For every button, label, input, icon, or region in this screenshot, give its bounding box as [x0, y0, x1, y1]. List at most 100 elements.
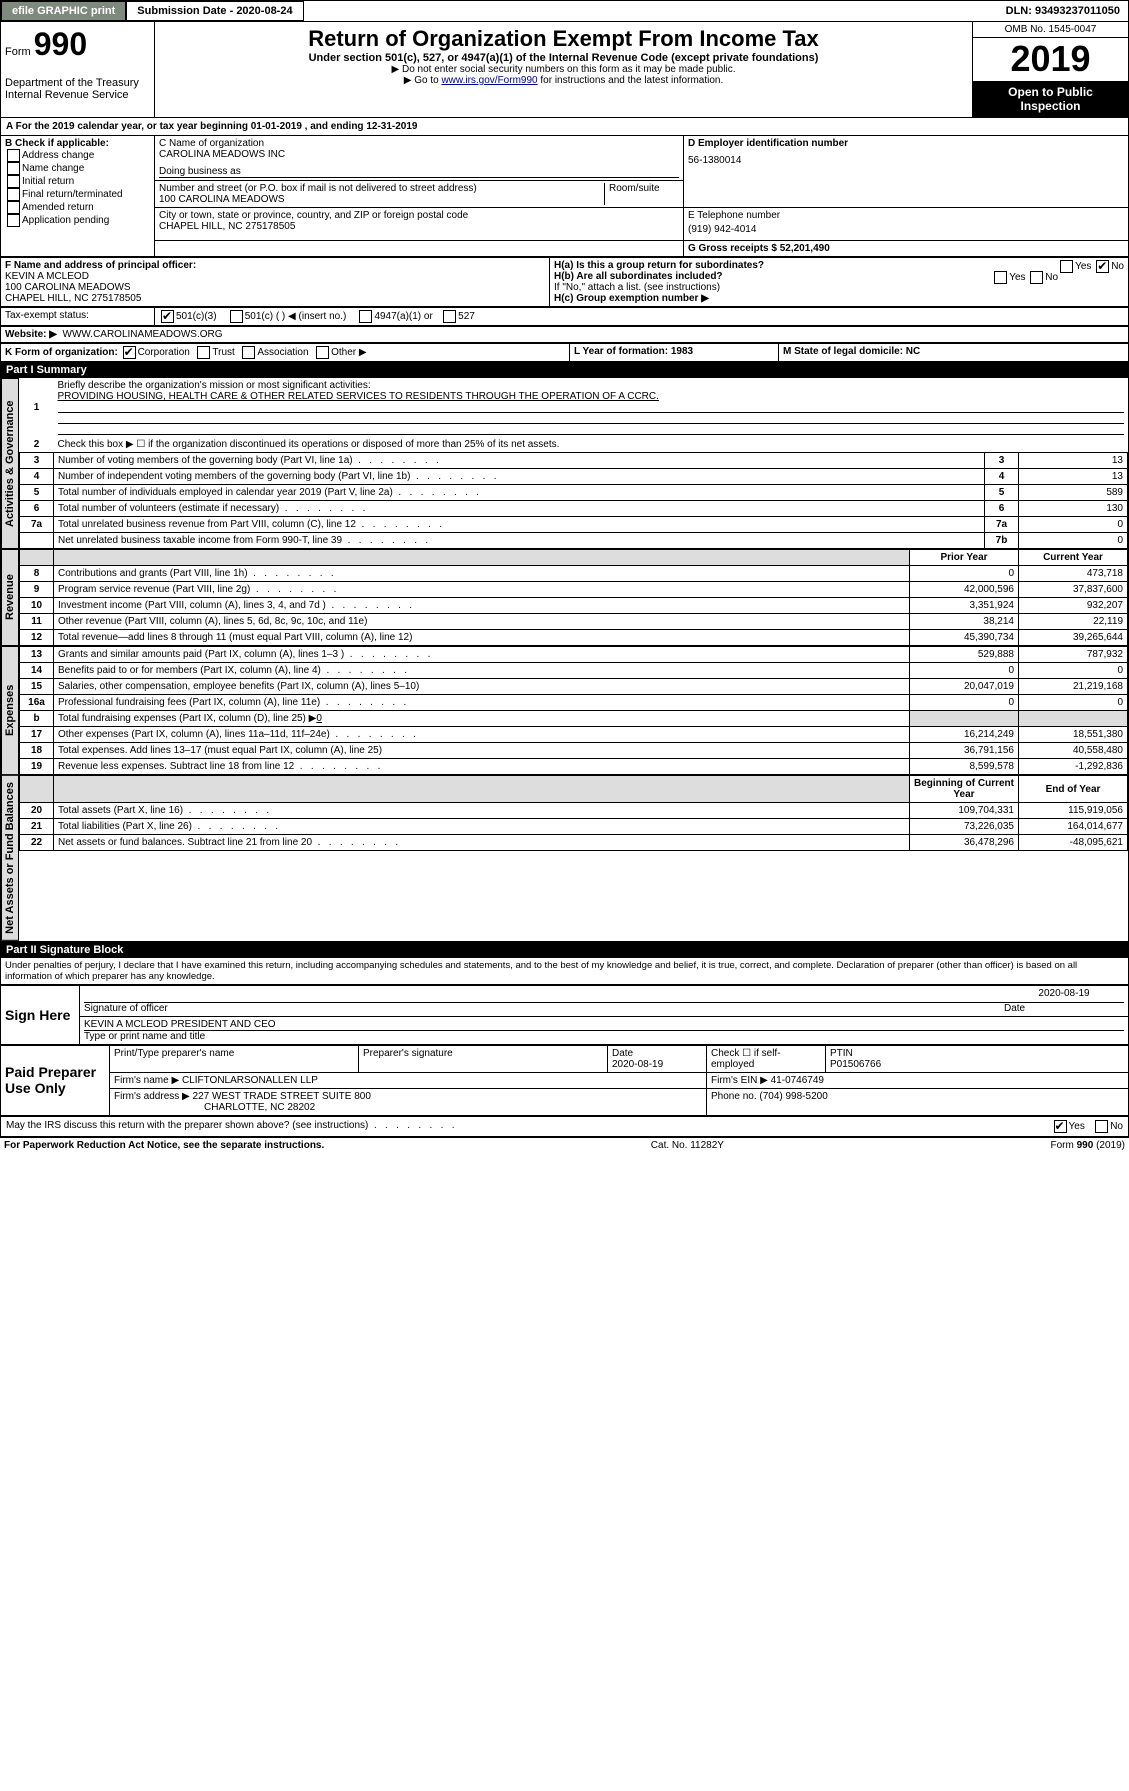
- top-toolbar: efile GRAPHIC print Submission Date - 20…: [0, 0, 1129, 22]
- ha-yes[interactable]: [1060, 260, 1073, 273]
- officer-addr2: CHAPEL HILL, NC 275178505: [5, 293, 545, 304]
- city-lbl: City or town, state or province, country…: [159, 210, 679, 221]
- side-revenue: Revenue: [1, 549, 19, 646]
- line13: Grants and similar amounts paid (Part IX…: [54, 647, 910, 663]
- addr-lbl: Number and street (or P.O. box if mail i…: [159, 183, 604, 194]
- tax-year: 2019: [973, 38, 1128, 80]
- k-lbl: K Form of organization:: [5, 347, 118, 358]
- irs-link[interactable]: www.irs.gov/Form990: [441, 75, 537, 86]
- f-h-block: F Name and address of principal officer:…: [0, 257, 1129, 307]
- discuss-yes[interactable]: [1054, 1120, 1067, 1133]
- 501c-chk[interactable]: [230, 310, 243, 323]
- ptin-val: P01506766: [830, 1059, 1124, 1070]
- line6: Total number of volunteers (estimate if …: [54, 501, 985, 517]
- line7a: Total unrelated business revenue from Pa…: [54, 517, 985, 533]
- footer-mid: Cat. No. 11282Y: [651, 1140, 724, 1151]
- ha-no[interactable]: [1096, 260, 1109, 273]
- line17: Other expenses (Part IX, column (A), lin…: [54, 727, 910, 743]
- street-addr: 100 CAROLINA MEADOWS: [159, 194, 604, 205]
- final-return-chk[interactable]: [7, 188, 20, 201]
- submission-date: Submission Date - 2020-08-24: [126, 1, 303, 21]
- app-pending-chk[interactable]: [7, 214, 20, 227]
- name-change-chk[interactable]: [7, 162, 20, 175]
- d-label: D Employer identification number: [688, 138, 1124, 149]
- officer-addr1: 100 CAROLINA MEADOWS: [5, 282, 545, 293]
- firm-phone: Phone no. (704) 998-5200: [707, 1088, 1129, 1115]
- amended-chk[interactable]: [7, 201, 20, 214]
- line16b: Total fundraising expenses (Part IX, col…: [54, 711, 910, 727]
- 501c3-chk[interactable]: [161, 310, 174, 323]
- firm-addr: 227 WEST TRADE STREET SUITE 800: [193, 1091, 371, 1102]
- side-expenses: Expenses: [1, 646, 19, 775]
- line12: Total revenue—add lines 8 through 11 (mu…: [54, 630, 910, 646]
- form-label: Form: [5, 46, 31, 58]
- dept-label: Department of the Treasury Internal Reve…: [5, 77, 150, 101]
- side-netassets: Net Assets or Fund Balances: [1, 775, 19, 941]
- line2: Check this box ▶ ☐ if the organization d…: [54, 437, 1128, 453]
- signature-block: Sign Here 2020-08-19 Signature of office…: [0, 985, 1129, 1045]
- side-activities: Activities & Governance: [1, 378, 19, 549]
- page-title: Return of Organization Exempt From Incom…: [159, 26, 968, 52]
- sig-date: 2020-08-19: [1004, 988, 1124, 1003]
- line8: Contributions and grants (Part VIII, lin…: [54, 566, 910, 582]
- assoc-chk[interactable]: [242, 346, 255, 359]
- ein: 56-1380014: [688, 149, 1124, 172]
- line10: Investment income (Part VIII, column (A)…: [54, 598, 910, 614]
- prior-year-hdr: Prior Year: [910, 550, 1019, 566]
- line4: Number of independent voting members of …: [54, 469, 985, 485]
- firm-name: CLIFTONLARSONALLEN LLP: [182, 1075, 318, 1086]
- line3: Number of voting members of the governin…: [54, 453, 985, 469]
- addr-change-chk[interactable]: [7, 149, 20, 162]
- mission-text: PROVIDING HOUSING, HEALTH CARE & OTHER R…: [58, 391, 659, 402]
- corp-chk[interactable]: [123, 346, 136, 359]
- line18: Total expenses. Add lines 13–17 (must eq…: [54, 743, 910, 759]
- phone-lbl: E Telephone number: [688, 210, 1124, 221]
- 4947-chk[interactable]: [359, 310, 372, 323]
- line22: Net assets or fund balances. Subtract li…: [54, 835, 910, 851]
- sign-here-lbl: Sign Here: [1, 985, 80, 1044]
- hb-lbl: H(b) Are all subordinates included?: [554, 271, 723, 282]
- hb-no[interactable]: [1030, 271, 1043, 284]
- efile-button[interactable]: efile GRAPHIC print: [1, 1, 126, 21]
- officer-name: KEVIN A MCLEOD: [5, 271, 545, 282]
- room-lbl: Room/suite: [604, 183, 679, 205]
- perjury-text: Under penalties of perjury, I declare th…: [0, 958, 1129, 985]
- line11: Other revenue (Part VIII, column (A), li…: [54, 614, 910, 630]
- b-header: B Check if applicable:: [5, 138, 150, 149]
- dba-label: Doing business as: [159, 166, 679, 178]
- line1-lbl: Briefly describe the organization's miss…: [58, 380, 371, 391]
- line16a: Professional fundraising fees (Part IX, …: [54, 695, 910, 711]
- dln: DLN: 93493237011050: [998, 2, 1128, 20]
- eoy-hdr: End of Year: [1019, 776, 1128, 803]
- line14: Benefits paid to or for members (Part IX…: [54, 663, 910, 679]
- line5: Total number of individuals employed in …: [54, 485, 985, 501]
- f-lbl: F Name and address of principal officer:: [5, 260, 545, 271]
- line9: Program service revenue (Part VIII, line…: [54, 582, 910, 598]
- subtitle-3: ▶ Go to www.irs.gov/Form990 for instruct…: [159, 75, 968, 86]
- current-year-hdr: Current Year: [1019, 550, 1128, 566]
- i-lbl: Tax-exempt status:: [1, 308, 155, 326]
- initial-return-chk[interactable]: [7, 175, 20, 188]
- 527-chk[interactable]: [443, 310, 456, 323]
- subtitle-2: ▶ Do not enter social security numbers o…: [159, 64, 968, 75]
- website: WWW.CAROLINAMEADOWS.ORG: [63, 329, 223, 340]
- form-number: 990: [34, 26, 87, 62]
- header-info-table: B Check if applicable: Address change Na…: [0, 135, 1129, 257]
- part1-bar: Part I Summary: [0, 362, 1129, 378]
- paid-preparer-lbl: Paid Preparer Use Only: [1, 1045, 110, 1115]
- firm-ein: 41-0746749: [771, 1075, 824, 1086]
- discuss-no[interactable]: [1095, 1120, 1108, 1133]
- city-val: CHAPEL HILL, NC 275178505: [159, 221, 679, 232]
- form-id-box: Form 990 Department of the Treasury Inte…: [1, 22, 155, 117]
- gross-receipts: G Gross receipts $ 52,201,490: [688, 243, 1124, 254]
- hb-yes[interactable]: [994, 271, 1007, 284]
- j-lbl: Website: ▶: [5, 329, 57, 340]
- line-a: A For the 2019 calendar year, or tax yea…: [1, 118, 1128, 135]
- phone-val: (919) 942-4014: [688, 221, 1124, 238]
- discuss-q: May the IRS discuss this return with the…: [6, 1120, 368, 1131]
- omb-number: OMB No. 1545-0047: [973, 22, 1128, 38]
- trust-chk[interactable]: [197, 346, 210, 359]
- line21: Total liabilities (Part X, line 26): [54, 819, 910, 835]
- other-chk[interactable]: [316, 346, 329, 359]
- year-formation: L Year of formation: 1983: [574, 346, 693, 357]
